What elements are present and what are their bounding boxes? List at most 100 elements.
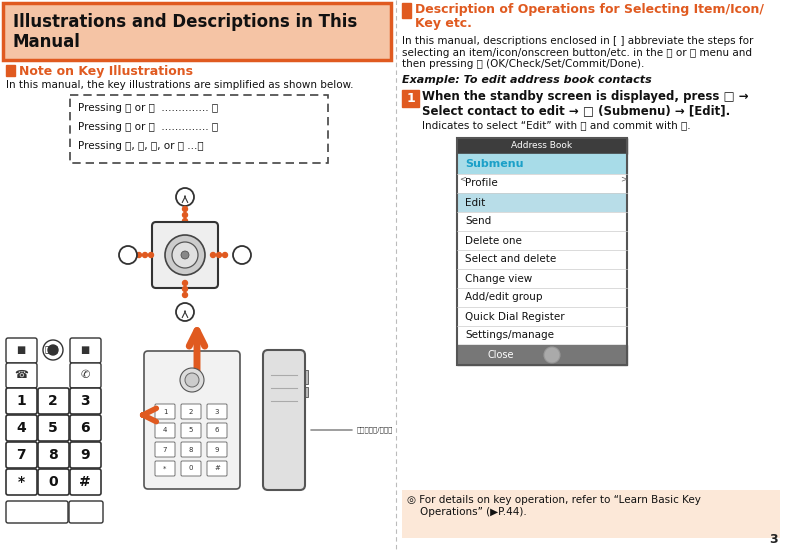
Bar: [301, 387, 308, 397]
Text: 0: 0: [48, 475, 58, 489]
Text: クリア: クリア: [45, 345, 59, 354]
FancyBboxPatch shape: [6, 469, 37, 495]
Circle shape: [143, 252, 148, 257]
Bar: [457, 154, 627, 174]
Bar: [402, 490, 780, 538]
FancyBboxPatch shape: [6, 415, 37, 441]
Text: 3: 3: [80, 394, 89, 408]
Text: Settings/manage: Settings/manage: [465, 331, 554, 341]
FancyBboxPatch shape: [181, 442, 201, 457]
Text: Change view: Change view: [465, 273, 532, 284]
Text: #: #: [214, 466, 220, 472]
Bar: [301, 370, 308, 384]
Text: Select and delete: Select and delete: [465, 255, 557, 264]
FancyBboxPatch shape: [38, 469, 69, 495]
Text: <: <: [459, 174, 466, 183]
Bar: [402, 3, 411, 18]
Bar: [3, 3, 391, 60]
FancyBboxPatch shape: [70, 363, 101, 388]
Text: Manual: Manual: [13, 33, 81, 51]
Text: Indicates to select “Edit” with ⓕ and commit with ⓕ.: Indicates to select “Edit” with ⓕ and co…: [422, 120, 691, 130]
FancyBboxPatch shape: [155, 404, 175, 419]
Text: #: #: [79, 475, 91, 489]
Bar: [457, 174, 627, 193]
Text: 1: 1: [162, 408, 167, 414]
FancyBboxPatch shape: [38, 388, 69, 414]
Text: *: *: [163, 466, 166, 472]
FancyBboxPatch shape: [38, 415, 69, 441]
FancyBboxPatch shape: [181, 461, 201, 476]
FancyBboxPatch shape: [70, 388, 101, 414]
Text: In this manual, the key illustrations are simplified as shown below.: In this manual, the key illustrations ar…: [6, 80, 353, 90]
Circle shape: [217, 252, 221, 257]
Text: Description of Operations for Selecting Item/Icon/: Description of Operations for Selecting …: [415, 3, 764, 16]
Circle shape: [222, 252, 228, 257]
Circle shape: [43, 340, 63, 360]
Text: 1: 1: [406, 92, 415, 105]
Text: Pressing Ⓘ or Ⓙ  .............. Ⓘ: Pressing Ⓘ or Ⓙ .............. Ⓘ: [78, 103, 218, 113]
Text: 8: 8: [48, 448, 58, 462]
Text: 9: 9: [215, 446, 219, 452]
Circle shape: [176, 188, 194, 206]
Text: 2: 2: [189, 408, 193, 414]
Text: >: >: [620, 174, 627, 183]
FancyBboxPatch shape: [69, 501, 103, 523]
Text: *: *: [17, 475, 24, 489]
Text: 5: 5: [48, 421, 58, 435]
FancyBboxPatch shape: [181, 404, 201, 419]
Text: 4: 4: [162, 428, 167, 434]
Circle shape: [182, 207, 188, 212]
FancyBboxPatch shape: [155, 442, 175, 457]
Bar: [457, 231, 627, 250]
Bar: [70, 95, 328, 163]
Bar: [457, 307, 627, 326]
FancyBboxPatch shape: [6, 388, 37, 414]
Text: Key etc.: Key etc.: [415, 17, 472, 30]
Text: Submenu: Submenu: [465, 159, 524, 169]
Circle shape: [119, 246, 137, 264]
Text: Illustrations and Descriptions in This: Illustrations and Descriptions in This: [13, 13, 357, 31]
Text: 6: 6: [80, 421, 89, 435]
Circle shape: [137, 252, 141, 257]
Text: ■: ■: [16, 345, 26, 355]
Bar: [457, 250, 627, 269]
Circle shape: [176, 303, 194, 321]
Circle shape: [148, 252, 154, 257]
Circle shape: [210, 252, 216, 257]
Circle shape: [181, 251, 189, 259]
Text: Profile: Profile: [465, 179, 498, 188]
FancyBboxPatch shape: [6, 501, 68, 523]
Circle shape: [165, 235, 205, 275]
Text: 7: 7: [16, 448, 26, 462]
FancyBboxPatch shape: [6, 363, 37, 388]
Circle shape: [182, 287, 188, 291]
Bar: [457, 138, 627, 154]
Text: In this manual, descriptions enclosed in [ ] abbreviate the steps for
selecting : In this manual, descriptions enclosed in…: [402, 36, 754, 69]
Text: Delete one: Delete one: [465, 235, 522, 246]
Text: 0: 0: [188, 466, 193, 472]
Text: ☎: ☎: [14, 370, 28, 380]
FancyBboxPatch shape: [155, 423, 175, 438]
Circle shape: [48, 345, 58, 355]
Text: 3: 3: [215, 408, 219, 414]
FancyBboxPatch shape: [207, 423, 227, 438]
Circle shape: [182, 280, 188, 285]
Circle shape: [180, 368, 204, 392]
Text: When the standby screen is displayed, press □ →: When the standby screen is displayed, pr…: [422, 90, 749, 103]
FancyBboxPatch shape: [181, 423, 201, 438]
FancyBboxPatch shape: [6, 442, 37, 468]
FancyBboxPatch shape: [38, 442, 69, 468]
Bar: [457, 269, 627, 288]
FancyBboxPatch shape: [6, 338, 37, 363]
Text: ◎ For details on key operation, refer to “Learn Basic Key
    Operations” (▶P.44: ◎ For details on key operation, refer to…: [407, 495, 701, 517]
FancyBboxPatch shape: [207, 461, 227, 476]
FancyBboxPatch shape: [263, 350, 305, 490]
Bar: [402, 90, 419, 107]
Text: Pressing Ⓖ or Ⓗ  .............. Ⓖ: Pressing Ⓖ or Ⓗ .............. Ⓖ: [78, 122, 218, 132]
Text: Edit: Edit: [465, 197, 485, 208]
Text: Close: Close: [487, 350, 513, 360]
FancyBboxPatch shape: [207, 442, 227, 457]
FancyBboxPatch shape: [152, 222, 218, 288]
Text: 3: 3: [769, 533, 778, 546]
Bar: [457, 212, 627, 231]
